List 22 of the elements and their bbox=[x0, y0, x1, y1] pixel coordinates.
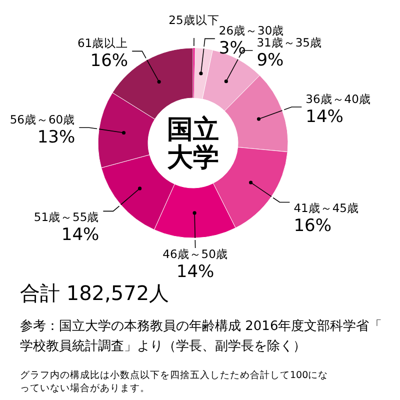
slice-label: 36歳～40歳 bbox=[306, 92, 371, 106]
slice-label: 61歳以上 bbox=[77, 36, 128, 50]
slice-label: 46歳～50歳 bbox=[162, 246, 228, 261]
data-label: 16% bbox=[90, 51, 128, 72]
data-label: 16% bbox=[294, 216, 332, 236]
text: 参考：国立大学の本務教員の年齢構成 2016年度文部科学省「学校教員統計調査」より（学長、副学長を除く） bbox=[20, 318, 382, 354]
data-label: 14% bbox=[306, 107, 344, 128]
slice-label: 41歳～45歳 bbox=[294, 201, 359, 216]
text: 国立大学 bbox=[167, 115, 219, 173]
slice-label: 31歳～35歳 bbox=[256, 36, 322, 50]
data-label: 13% bbox=[37, 128, 76, 148]
data-label: 14% bbox=[176, 262, 214, 282]
donut-slice bbox=[194, 48, 213, 99]
slice-label: 25歳以下 bbox=[168, 13, 220, 28]
text: 合計 182,572人 bbox=[20, 281, 170, 305]
slice-label: 51歳～55歳 bbox=[34, 210, 100, 224]
data-label: 9% bbox=[256, 50, 284, 71]
data-label: 14% bbox=[61, 225, 100, 246]
slice-label: 56歳～60歳 bbox=[10, 112, 76, 127]
text: グラフ内の構成比は小数点以下を四捨五入したため合計して100になっていない場合があります。 bbox=[20, 369, 328, 394]
slice-label: 26歳～30歳 bbox=[218, 24, 284, 38]
data-label: 3% bbox=[218, 38, 246, 59]
